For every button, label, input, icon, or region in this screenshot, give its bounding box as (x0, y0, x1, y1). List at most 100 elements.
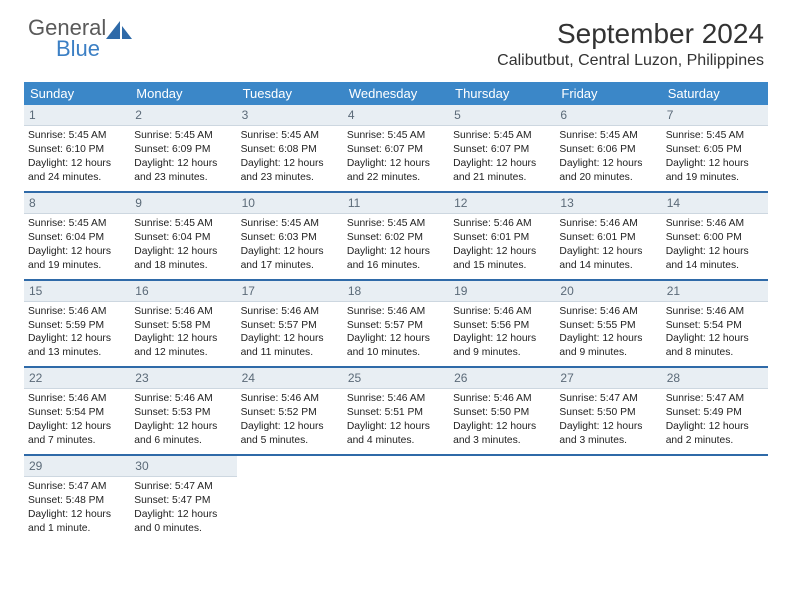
location-subtitle: Calibutbut, Central Luzon, Philippines (497, 52, 764, 70)
day-number: 11 (343, 193, 449, 214)
calendar-day-cell: 9 Sunrise: 5:45 AMSunset: 6:04 PMDaylight… (130, 192, 236, 280)
daylight-text: and 4 minutes. (347, 434, 445, 448)
daylight-text: Daylight: 12 hours (241, 332, 339, 346)
sunset-text: Sunset: 5:49 PM (666, 406, 764, 420)
sunset-text: Sunset: 6:08 PM (241, 143, 339, 157)
day-number: 4 (343, 105, 449, 126)
daylight-text: Daylight: 12 hours (28, 157, 126, 171)
day-number: 20 (555, 281, 661, 302)
sunrise-text: Sunrise: 5:45 AM (134, 217, 232, 231)
daylight-text: Daylight: 12 hours (134, 245, 232, 259)
daylight-text: Daylight: 12 hours (559, 157, 657, 171)
daylight-text: Daylight: 12 hours (28, 332, 126, 346)
calendar-day-cell: 11Sunrise: 5:45 AMSunset: 6:02 PMDayligh… (343, 192, 449, 280)
calendar-day-cell: 15Sunrise: 5:46 AMSunset: 5:59 PMDayligh… (24, 280, 130, 368)
day-number: 18 (343, 281, 449, 302)
calendar-day-cell (237, 455, 343, 542)
sunset-text: Sunset: 5:51 PM (347, 406, 445, 420)
daylight-text: Daylight: 12 hours (347, 332, 445, 346)
calendar-day-cell: 29Sunrise: 5:47 AMSunset: 5:48 PMDayligh… (24, 455, 130, 542)
sunset-text: Sunset: 6:00 PM (666, 231, 764, 245)
calendar-week-row: 8Sunrise: 5:45 AMSunset: 6:04 PMDaylight… (24, 192, 768, 280)
header: General Blue September 2024 Calibutbut, … (0, 0, 792, 74)
daylight-text: and 3 minutes. (559, 434, 657, 448)
day-number: 9 (130, 193, 236, 214)
sunrise-text: Sunrise: 5:45 AM (28, 129, 126, 143)
daylight-text: and 6 minutes. (134, 434, 232, 448)
sunrise-text: Sunrise: 5:45 AM (559, 129, 657, 143)
calendar-day-cell: 21Sunrise: 5:46 AMSunset: 5:54 PMDayligh… (662, 280, 768, 368)
calendar-day-cell: 12Sunrise: 5:46 AMSunset: 6:01 PMDayligh… (449, 192, 555, 280)
day-number: 22 (24, 368, 130, 389)
daylight-text: and 14 minutes. (559, 259, 657, 273)
sunrise-text: Sunrise: 5:45 AM (28, 217, 126, 231)
daylight-text: Daylight: 12 hours (666, 332, 764, 346)
calendar-day-cell: 6Sunrise: 5:45 AMSunset: 6:06 PMDaylight… (555, 105, 661, 192)
sunrise-text: Sunrise: 5:47 AM (559, 392, 657, 406)
calendar-day-cell: 19Sunrise: 5:46 AMSunset: 5:56 PMDayligh… (449, 280, 555, 368)
day-number: 2 (130, 105, 236, 126)
calendar-day-cell: 17Sunrise: 5:46 AMSunset: 5:57 PMDayligh… (237, 280, 343, 368)
sunset-text: Sunset: 6:01 PM (559, 231, 657, 245)
weekday-header: Saturday (662, 82, 768, 105)
logo-text: General Blue (28, 18, 106, 60)
calendar-day-cell: 16Sunrise: 5:46 AMSunset: 5:58 PMDayligh… (130, 280, 236, 368)
sunset-text: Sunset: 6:01 PM (453, 231, 551, 245)
day-number: 15 (24, 281, 130, 302)
weekday-header: Thursday (449, 82, 555, 105)
calendar-day-cell (662, 455, 768, 542)
calendar-day-cell: 28Sunrise: 5:47 AMSunset: 5:49 PMDayligh… (662, 367, 768, 455)
daylight-text: Daylight: 12 hours (134, 508, 232, 522)
sunset-text: Sunset: 6:09 PM (134, 143, 232, 157)
daylight-text: and 7 minutes. (28, 434, 126, 448)
weekday-header: Friday (555, 82, 661, 105)
daylight-text: Daylight: 12 hours (666, 420, 764, 434)
sunset-text: Sunset: 6:10 PM (28, 143, 126, 157)
calendar-day-cell: 14 Sunrise: 5:46 AMSunset: 6:00 PMDayligh… (662, 192, 768, 280)
sunset-text: Sunset: 5:52 PM (241, 406, 339, 420)
calendar-day-cell: 22Sunrise: 5:46 AMSunset: 5:54 PMDayligh… (24, 367, 130, 455)
daylight-text: and 23 minutes. (134, 171, 232, 185)
daylight-text: and 19 minutes. (666, 171, 764, 185)
day-number: 7 (662, 105, 768, 126)
sunset-text: Sunset: 5:57 PM (241, 319, 339, 333)
daylight-text: and 14 minutes. (666, 259, 764, 273)
sunset-text: Sunset: 5:58 PM (134, 319, 232, 333)
daylight-text: Daylight: 12 hours (559, 332, 657, 346)
daylight-text: and 18 minutes. (134, 259, 232, 273)
daylight-text: Daylight: 12 hours (666, 245, 764, 259)
daylight-text: Daylight: 12 hours (134, 332, 232, 346)
day-number: 29 (24, 456, 130, 477)
daylight-text: Daylight: 12 hours (453, 157, 551, 171)
sunset-text: Sunset: 6:07 PM (347, 143, 445, 157)
weekday-header: Monday (130, 82, 236, 105)
calendar-day-cell: 30Sunrise: 5:47 AMSunset: 5:47 PMDayligh… (130, 455, 236, 542)
daylight-text: and 5 minutes. (241, 434, 339, 448)
sunrise-text: Sunrise: 5:46 AM (666, 217, 764, 231)
calendar-day-cell: 4Sunrise: 5:45 AMSunset: 6:07 PMDaylight… (343, 105, 449, 192)
daylight-text: and 9 minutes. (559, 346, 657, 360)
daylight-text: Daylight: 12 hours (241, 245, 339, 259)
day-number: 14 (662, 193, 768, 214)
calendar-day-cell: 10Sunrise: 5:45 AMSunset: 6:03 PMDayligh… (237, 192, 343, 280)
sunrise-text: Sunrise: 5:45 AM (666, 129, 764, 143)
day-number: 1 (24, 105, 130, 126)
sunset-text: Sunset: 5:57 PM (347, 319, 445, 333)
day-number: 24 (237, 368, 343, 389)
sunrise-text: Sunrise: 5:46 AM (347, 392, 445, 406)
weekday-header: Tuesday (237, 82, 343, 105)
day-number: 5 (449, 105, 555, 126)
day-number: 3 (237, 105, 343, 126)
day-number: 17 (237, 281, 343, 302)
sunset-text: Sunset: 6:02 PM (347, 231, 445, 245)
sunrise-text: Sunrise: 5:46 AM (559, 305, 657, 319)
sunset-text: Sunset: 5:54 PM (28, 406, 126, 420)
calendar-day-cell: 18Sunrise: 5:46 AMSunset: 5:57 PMDayligh… (343, 280, 449, 368)
sunset-text: Sunset: 6:04 PM (134, 231, 232, 245)
sunset-text: Sunset: 5:47 PM (134, 494, 232, 508)
daylight-text: Daylight: 12 hours (134, 420, 232, 434)
sunrise-text: Sunrise: 5:45 AM (241, 217, 339, 231)
sunrise-text: Sunrise: 5:46 AM (453, 305, 551, 319)
calendar-day-cell: 13Sunrise: 5:46 AMSunset: 6:01 PMDayligh… (555, 192, 661, 280)
daylight-text: and 11 minutes. (241, 346, 339, 360)
